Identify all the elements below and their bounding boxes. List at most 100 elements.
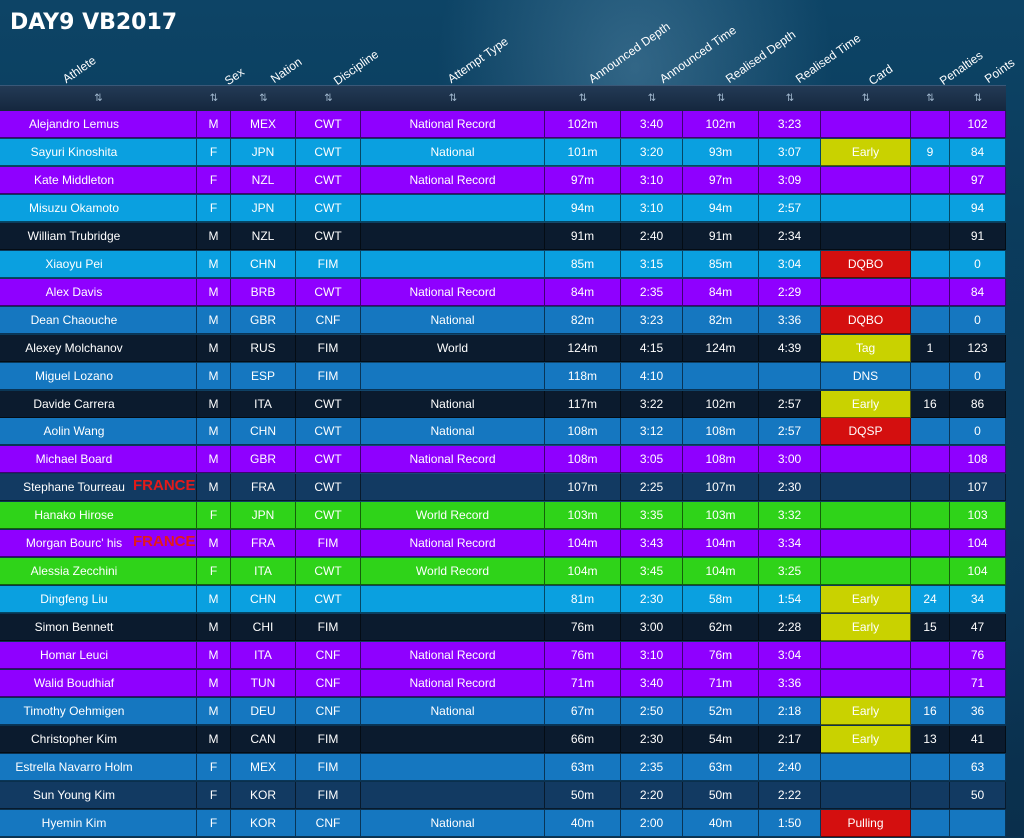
cell-athlete: Aolin Wang (0, 418, 197, 446)
table-row[interactable]: William Trubridge M NZL CWT 91m 2:40 91m 2:34 91 (0, 222, 1006, 251)
cell-announced-time: 4:15 (621, 334, 683, 362)
athlete-value: Dean Chaouche (30, 312, 118, 327)
sort-icon[interactable]: ⇅ (861, 93, 871, 104)
cell-sex: M (197, 111, 231, 138)
sort-icon[interactable]: ⇅ (94, 93, 103, 104)
points-value: 76 (970, 648, 985, 663)
table-row[interactable]: Sun Young Kim F KOR FIM 50m 2:20 50m 2:22 50 (0, 781, 1006, 810)
nation-value: FRA (251, 480, 275, 495)
table-row[interactable]: Alex Davis M BRB CWT National Record 84m 2:35 8… (0, 278, 1006, 307)
table-row[interactable]: Aolin Wang M CHN CWT National 108m 3:12 108m 2:5… (0, 418, 1006, 446)
sort-icon[interactable]: ⇅ (578, 93, 588, 104)
cell-points: 104 (950, 530, 1006, 558)
realised-time-value: 2:28 (777, 620, 802, 635)
table-row[interactable]: Hyemin Kim F KOR CNF National 40m 2:00 40m 1:50 P… (0, 809, 1006, 838)
cell-announced-time: 3:40 (621, 111, 683, 138)
cell-announced-time: 3:45 (621, 558, 683, 586)
table-row[interactable]: Sayuri Kinoshita F JPN CWT National 101m 3:20 9… (0, 138, 1006, 167)
discipline-value: CNF (315, 676, 341, 690)
announced-depth-value: 108m (567, 452, 598, 467)
cell-realised-depth: 102m (683, 111, 759, 138)
table-row[interactable]: Misuzu Okamoto F JPN CWT 94m 3:10 94m 2:57 94 (0, 194, 1006, 223)
table-row[interactable]: Estrella Navarro Holm F MEX FIM 63m 2:35 63m 2:… (0, 753, 1006, 782)
nation-value: BRB (250, 284, 276, 299)
table-row[interactable]: Alexey Molchanov M RUS FIM World 124m 4:15 124m… (0, 334, 1006, 363)
athlete-value: Simon Bennett (34, 620, 114, 635)
sort-icon[interactable]: ⇅ (448, 93, 458, 104)
cell-nation: ITA (231, 558, 296, 586)
table-row[interactable]: Homar Leuci M ITA CNF National Record 76m 3:10… (0, 642, 1006, 670)
cell-athlete: Hyemin Kim (0, 809, 197, 837)
cell-announced-time: 3:15 (621, 250, 683, 278)
cell-penalties (911, 222, 950, 250)
realised-depth-value: 108m (705, 424, 736, 439)
table-row[interactable]: Simon Bennett M CHI FIM 76m 3:00 62m 2:28 Early 1… (0, 614, 1006, 642)
realised-depth-value: 58m (708, 592, 733, 607)
sort-icon[interactable]: ⇅ (259, 93, 268, 104)
cell-announced-depth: 85m (545, 250, 621, 278)
announced-depth-value: 81m (570, 592, 595, 607)
points-value: 102 (967, 117, 988, 131)
cell-sex: M (197, 278, 231, 306)
cell-nation: CHI (231, 614, 296, 642)
athlete-value: Alejandro Lemus (28, 117, 120, 131)
cell-card (821, 642, 911, 670)
table-row[interactable]: Miguel Lozano M ESP FIM 118m 4:10 DNS 0 (0, 362, 1006, 391)
table-row[interactable]: Hanako Hirose F JPN CWT World Record 103m 3:35… (0, 502, 1006, 530)
points-value: 104 (967, 536, 988, 551)
cell-realised-depth: 104m (683, 558, 759, 586)
points-value: 71 (970, 676, 985, 690)
nation-value: DEU (250, 703, 276, 718)
realised-time-value: 2:57 (777, 396, 802, 411)
cell-nation: CHN (231, 418, 296, 446)
attempt-type-value: National (430, 424, 475, 439)
attempt-type-value: National (430, 312, 475, 327)
cell-nation: NZL (231, 222, 296, 250)
cell-athlete: Morgan Bourc' his (0, 530, 197, 558)
table-row[interactable]: Alessia Zecchini F ITA CWT World Record 104m 3… (0, 558, 1006, 586)
cell-discipline: CWT (296, 474, 361, 502)
table-row[interactable]: Stephane Tourreau M FRA CWT 107m 2:25 107m 2:30… (0, 474, 1006, 502)
athlete-value: Michael Board (35, 452, 113, 467)
realised-depth-value: 52m (708, 703, 733, 718)
realised-time-value: 1:50 (777, 815, 802, 830)
sort-icon[interactable]: ⇅ (973, 93, 983, 104)
sort-icon[interactable]: ⇅ (716, 93, 726, 104)
table-row[interactable]: Davide Carrera M ITA CWT National 117m 3:22 102… (0, 390, 1006, 419)
athlete-value: Alex Davis (45, 284, 103, 299)
table-row[interactable]: Walid Boudhiaf M TUN CNF National Record 71m 3… (0, 670, 1006, 698)
sort-icon[interactable]: ⇅ (785, 93, 795, 104)
cell-points: 123 (950, 334, 1006, 362)
sex-value: M (208, 312, 219, 327)
sort-row: ⇅ ⇅ ⇅ ⇅ ⇅ ⇅ ⇅ ⇅ ⇅ ⇅ ⇅ ⇅ (0, 85, 1006, 112)
cell-points: 103 (950, 502, 1006, 530)
sort-icon[interactable]: ⇅ (926, 93, 935, 104)
table-row[interactable]: Alejandro Lemus M MEX CWT National Record 102… (0, 111, 1006, 139)
table-row[interactable]: Michael Board M GBR CWT National Record 108m 3… (0, 446, 1006, 474)
sex-value: M (208, 731, 219, 746)
cell-card (821, 558, 911, 586)
cell-realised-depth: 94m (683, 194, 759, 222)
realised-time-value: 2:57 (777, 200, 802, 215)
card-value: DQBO (847, 256, 884, 271)
table-row[interactable]: Timothy Oehmigen M DEU CNF National 67m 2:50 52… (0, 697, 1006, 726)
table-row[interactable]: Kate Middleton F NZL CWT National Record 97m 3… (0, 166, 1006, 195)
cell-realised-time: 2:30 (759, 474, 821, 502)
cell-announced-depth: 108m (545, 446, 621, 474)
sort-icon[interactable]: ⇅ (647, 93, 657, 104)
announced-depth-value: 76m (570, 620, 595, 635)
attempt-type-value: National (430, 815, 475, 830)
sort-icon[interactable]: ⇅ (324, 93, 333, 104)
cell-sex: M (197, 334, 231, 362)
table-row[interactable]: Dean Chaouche M GBR CNF National 82m 3:23 82m 3:… (0, 306, 1006, 335)
realised-depth-value: 103m (705, 508, 736, 523)
table-row[interactable]: Christopher Kim M CAN FIM 66m 2:30 54m 2:17 Earl… (0, 725, 1006, 754)
athlete-value: Christopher Kim (30, 731, 118, 746)
table-row[interactable]: Dingfeng Liu M CHN CWT 81m 2:30 58m 1:54 Early 24… (0, 586, 1006, 614)
table-row[interactable]: Xiaoyu Pei M CHN FIM 85m 3:15 85m 3:04 DQBO 0 (0, 250, 1006, 279)
cell-realised-depth: 82m (683, 306, 759, 334)
announced-time-value: 3:12 (639, 424, 664, 439)
sort-icon[interactable]: ⇅ (209, 93, 219, 104)
nation-value: ITA (254, 564, 272, 579)
table-row[interactable]: Morgan Bourc' his M FRA FIM National Record 1… (0, 530, 1006, 558)
